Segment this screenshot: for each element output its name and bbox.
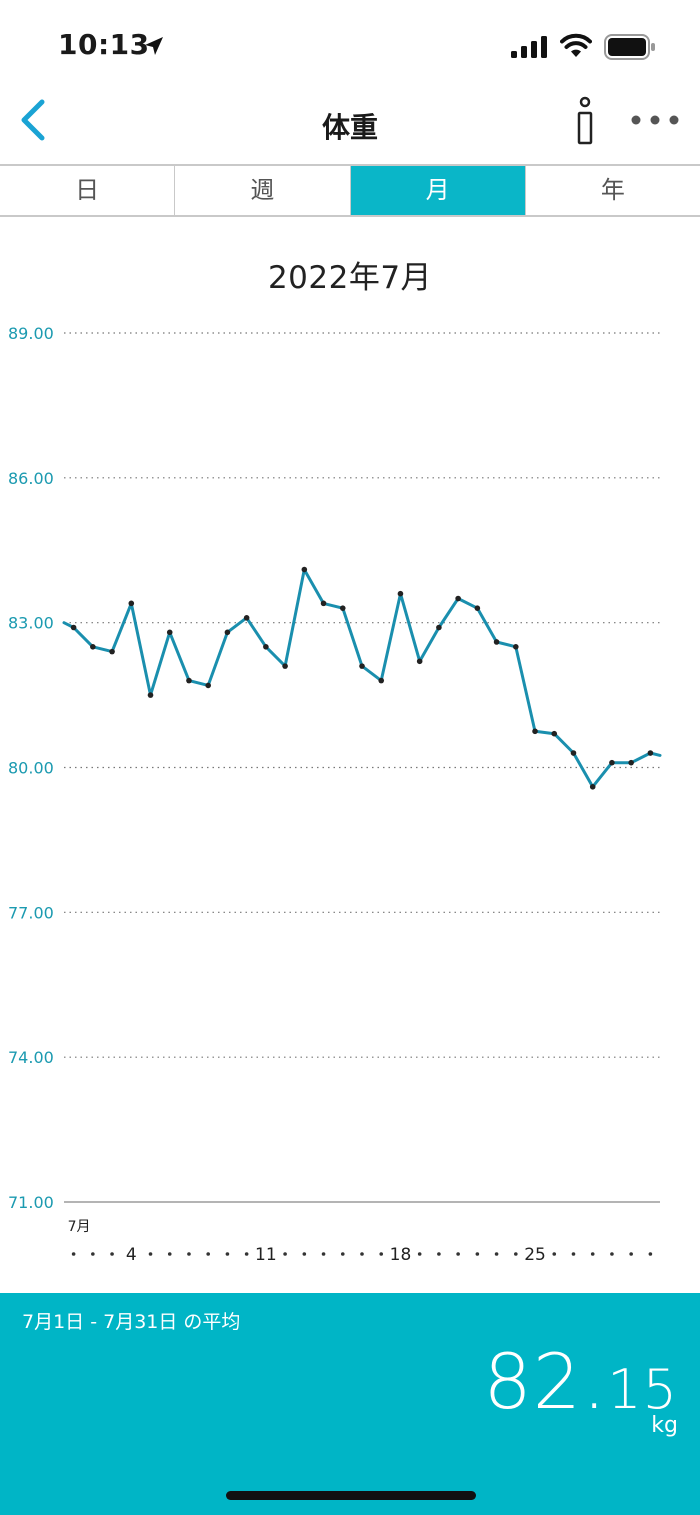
data-point <box>570 750 577 756</box>
data-point <box>513 644 519 650</box>
x-axis-day-dot <box>514 1252 518 1256</box>
location-arrow-icon <box>145 37 163 55</box>
x-axis-day-dot <box>187 1252 191 1256</box>
data-point <box>263 644 269 650</box>
data-point <box>493 639 500 645</box>
x-tick-label: 4 <box>126 1245 137 1265</box>
tab-year[interactable]: 年 <box>600 176 625 204</box>
page-title: 体重 <box>321 111 378 144</box>
data-point <box>474 605 481 611</box>
x-axis-day-dot <box>475 1252 480 1256</box>
data-point <box>224 629 231 636</box>
data-point <box>128 600 135 607</box>
data-point <box>166 629 173 636</box>
x-axis-day-dot <box>244 1252 249 1256</box>
chevron-left-icon[interactable] <box>14 98 54 142</box>
data-point <box>320 600 327 607</box>
data-point <box>359 663 365 669</box>
data-point <box>243 615 250 621</box>
data-point <box>455 595 461 602</box>
data-point <box>147 692 154 698</box>
x-axis-day-dot <box>167 1252 172 1256</box>
y-tick-label: 89.00 <box>8 324 54 343</box>
x-axis-day-dot <box>340 1252 345 1256</box>
x-axis-day-dot <box>456 1252 460 1256</box>
y-tick-label: 86.00 <box>8 469 54 488</box>
average-unit: kg <box>651 1413 678 1438</box>
x-axis-day-dot <box>417 1252 422 1256</box>
x-axis-day-dot <box>321 1252 326 1256</box>
data-point <box>436 624 442 631</box>
x-tick-label: 11 <box>255 1245 277 1265</box>
x-month-label: 7月 <box>68 1219 91 1235</box>
series-line <box>72 568 652 789</box>
data-point <box>90 644 96 650</box>
x-axis-day-dot <box>590 1252 595 1256</box>
data-point <box>609 759 615 766</box>
navigation-bar: 体重 <box>0 90 700 162</box>
data-point <box>205 682 211 689</box>
x-axis-day-dot <box>610 1252 614 1256</box>
home-indicator <box>226 1491 476 1500</box>
tab-month[interactable]: 月 <box>350 166 526 215</box>
data-point <box>416 658 423 665</box>
period-title: 2022年7月 <box>267 260 433 296</box>
data-point <box>109 648 115 655</box>
y-tick-label: 71.00 <box>8 1193 54 1212</box>
y-tick-label: 77.00 <box>8 903 54 922</box>
average-value: 82.15 <box>483 1337 678 1426</box>
x-axis-day-dot <box>206 1252 210 1256</box>
x-axis-day-dot <box>494 1252 499 1256</box>
data-point <box>282 663 288 669</box>
average-value-decimal: 15 <box>607 1358 678 1421</box>
x-axis-day-dot <box>91 1252 95 1256</box>
x-axis-day-dot <box>360 1252 364 1256</box>
data-point <box>551 730 558 737</box>
status-bar: 10:13 <box>0 0 700 90</box>
more-horizontal-icon[interactable] <box>630 108 680 132</box>
average-summary-panel: 7月1日 - 7月31日 の平均 82.15 kg <box>0 1293 700 1515</box>
x-axis-day-dot <box>437 1252 441 1256</box>
data-point <box>339 605 346 611</box>
data-point <box>532 728 538 735</box>
data-point <box>70 624 77 631</box>
average-value-integer: 82. <box>483 1337 608 1426</box>
average-range-label: 7月1日 - 7月31日 の平均 <box>22 1311 241 1333</box>
x-tick-label: 18 <box>390 1245 412 1265</box>
cellular-signal-icon <box>511 36 547 58</box>
wifi-icon <box>560 33 592 57</box>
y-tick-label: 74.00 <box>8 1048 54 1067</box>
x-axis-day-dot <box>302 1252 307 1256</box>
x-axis-day-dot <box>571 1252 576 1256</box>
x-axis-day-dot <box>148 1252 153 1256</box>
tab-day[interactable]: 日 <box>0 166 176 215</box>
x-axis-day-dot <box>225 1252 230 1256</box>
x-axis-day-dot <box>629 1252 633 1256</box>
data-point <box>186 677 192 684</box>
x-axis-day-dot <box>110 1252 114 1256</box>
x-axis-day-dot <box>379 1252 384 1256</box>
x-axis-day-dot <box>71 1252 76 1256</box>
x-tick-label: 25 <box>524 1245 546 1265</box>
weight-line-chart: 89.00 86.00 83.00 80.00 77.00 74.00 71.00 4 11 18… <box>8 324 662 1265</box>
x-axis-day-dot <box>552 1252 557 1256</box>
info-icon[interactable] <box>570 96 600 146</box>
data-point <box>301 566 308 573</box>
data-point <box>378 677 385 684</box>
data-point <box>397 590 404 597</box>
battery-icon <box>604 34 655 60</box>
tab-week[interactable]: 週 <box>175 166 351 215</box>
period-tabs: 日 週 月 年 <box>0 164 700 217</box>
data-point <box>589 784 596 790</box>
status-time: 10:13 <box>58 28 150 61</box>
data-point <box>647 750 654 756</box>
x-axis-day-dot <box>648 1252 653 1256</box>
data-point <box>628 759 634 766</box>
x-axis-day-dot <box>283 1252 287 1256</box>
y-tick-label: 80.00 <box>8 759 54 778</box>
y-tick-label: 83.00 <box>8 614 54 633</box>
